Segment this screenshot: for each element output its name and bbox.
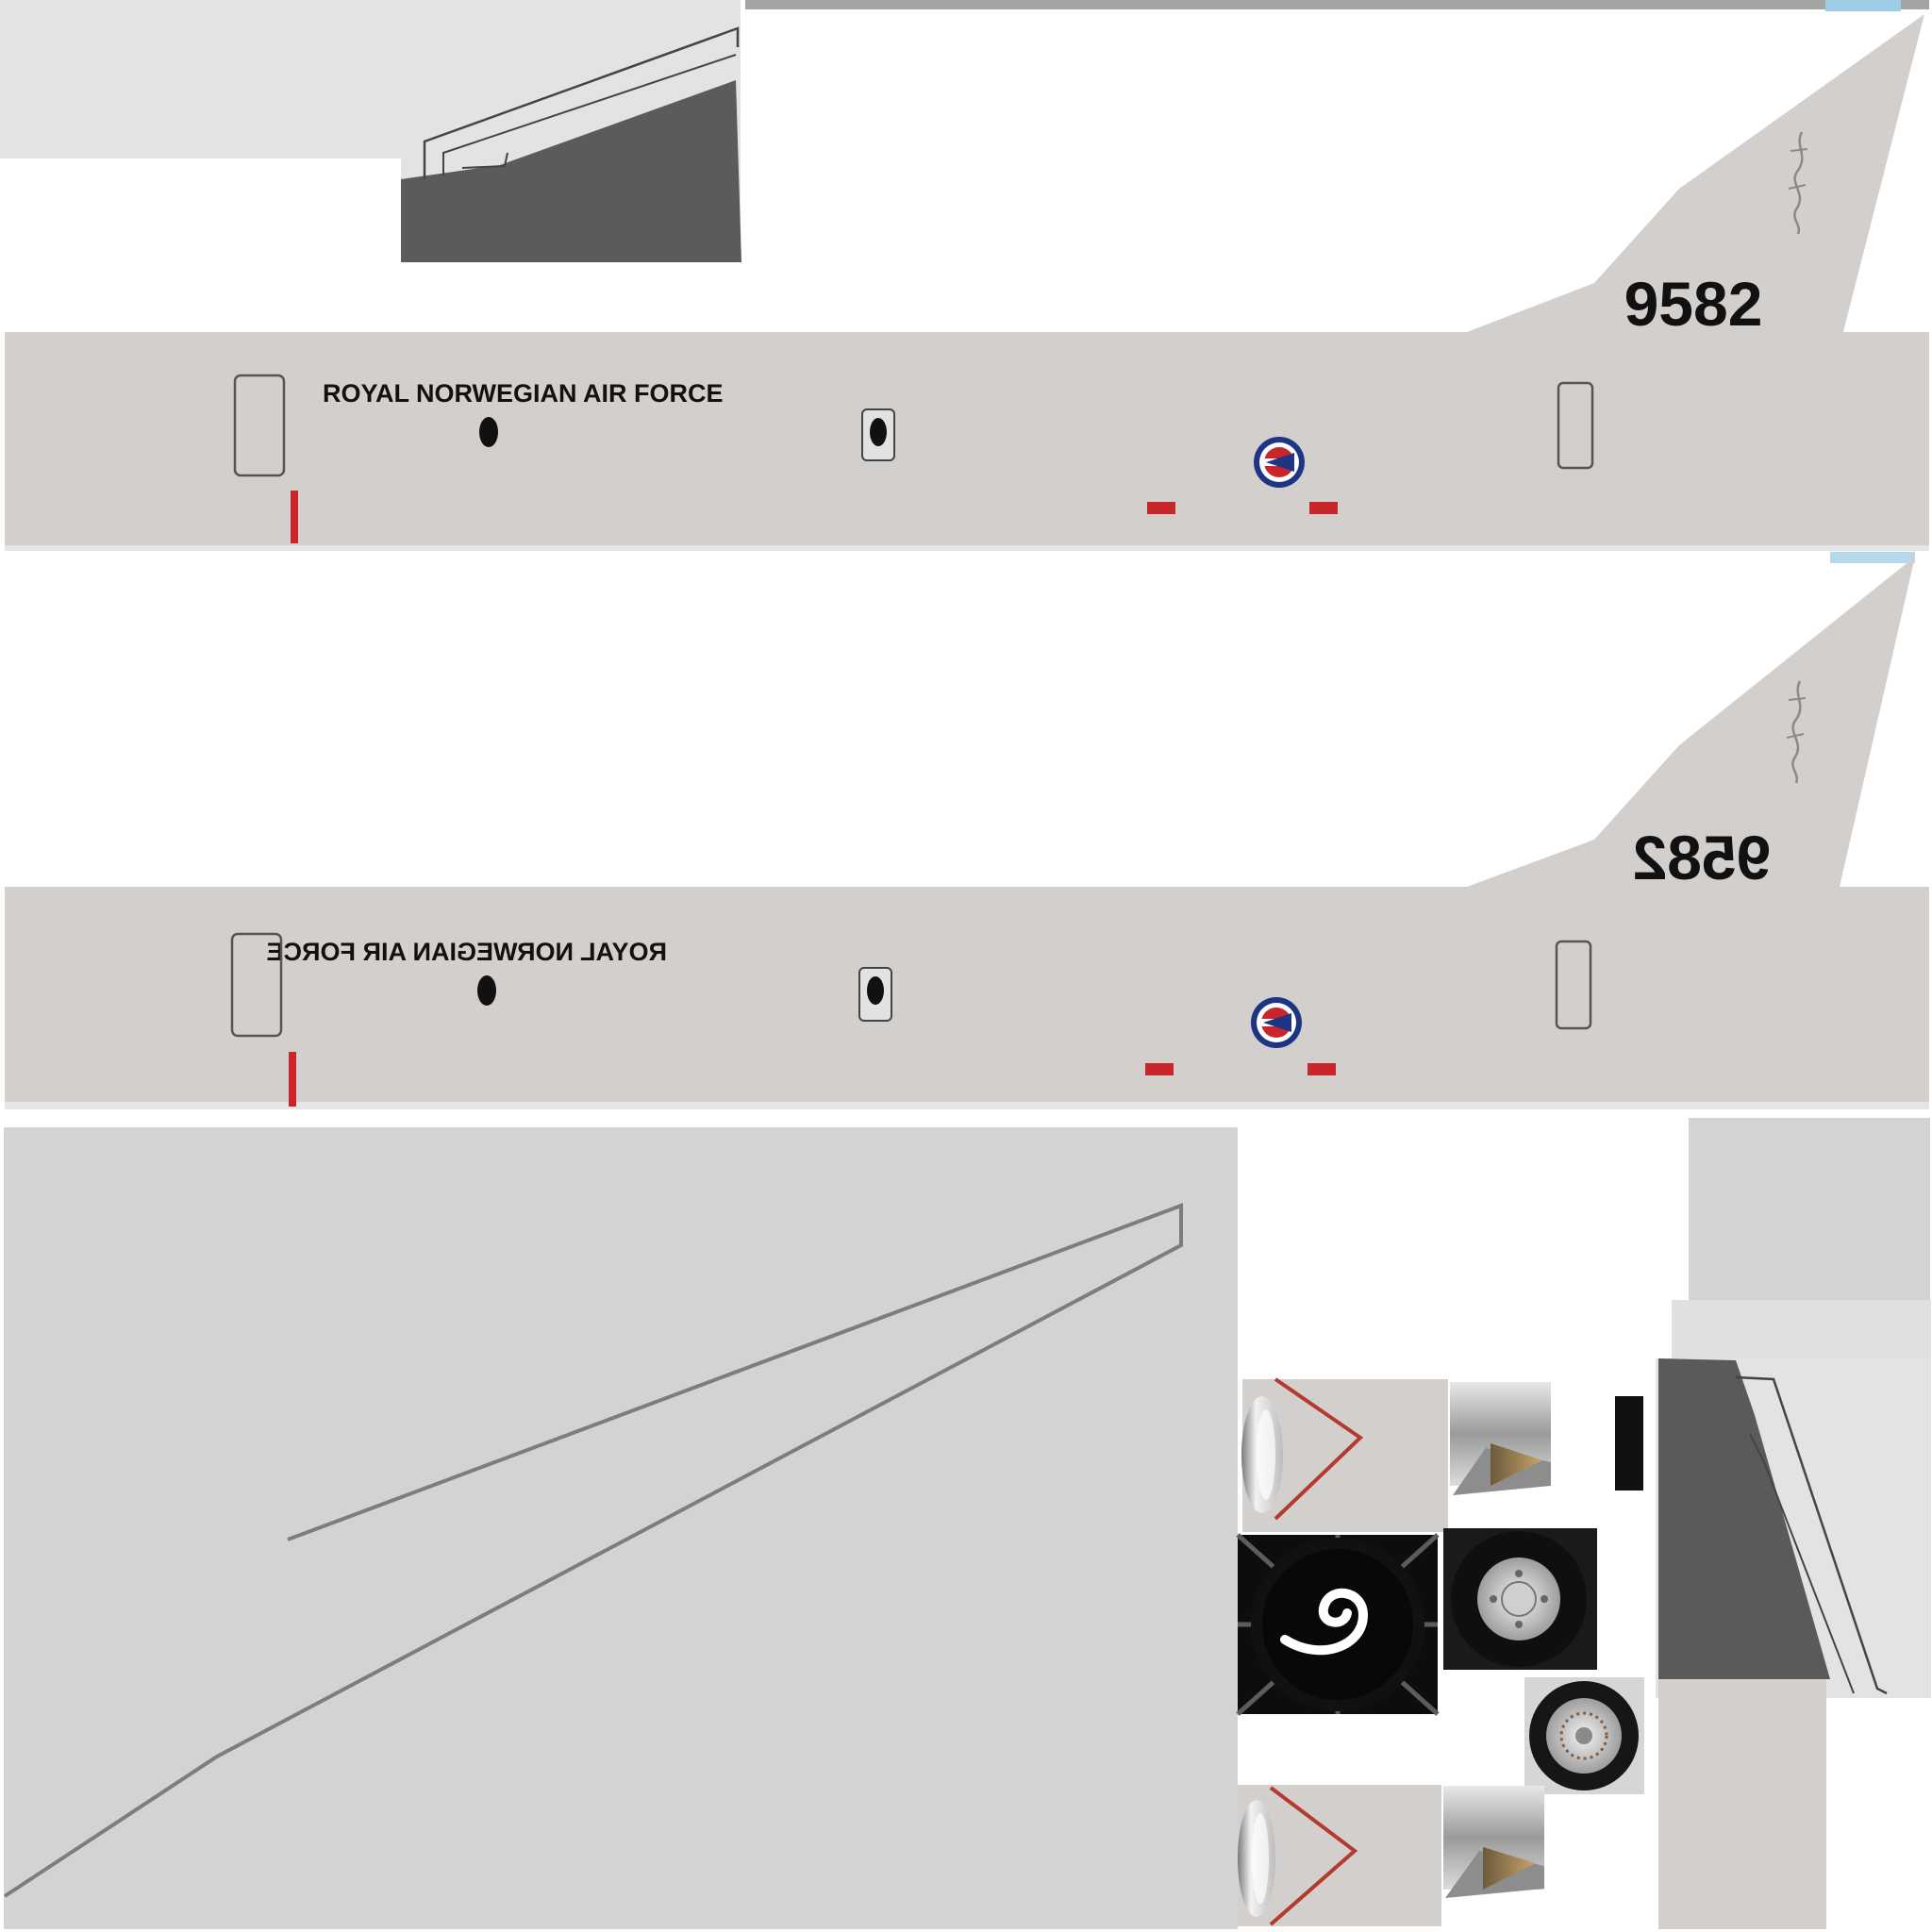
upper-rear-door [1557,381,1594,470]
engine-nozzle-icon-upper [1450,1382,1551,1495]
top-center-panel-line-outer [423,26,740,179]
black-marker-bar [1615,1396,1643,1491]
engine-detail-group-upper [1241,1377,1551,1532]
upper-fuselage-underside [5,545,1929,551]
lower-red-marker-right [1307,1063,1336,1075]
nose-wheel-icon [1524,1677,1644,1794]
engine-chevron-lower [1269,1786,1358,1926]
lower-top-strip-blue [1830,552,1915,563]
lower-red-marker-left [1145,1063,1174,1075]
upper-red-marker-left [1147,502,1175,514]
top-center-panel-line-inner [442,54,737,175]
upper-red-marker-vertical [291,491,298,543]
wing-leading-edge-line [3,1203,1183,1898]
top-edge-strip [745,0,1929,9]
right-dark-panel [1658,1358,1830,1679]
engine-spinner-icon [1236,1533,1440,1716]
upper-window-2 [870,418,887,446]
right-lower-fuselage-panel [1658,1679,1826,1929]
lower-window-2 [867,976,884,1005]
lower-fuselage-underside [5,1102,1929,1109]
upper-red-marker-right [1309,502,1338,514]
lower-tail-signature [1786,680,1807,784]
upper-front-door [233,374,286,477]
right-panel-group [1615,1118,1931,1929]
top-center-panel-line-step [461,152,508,169]
upper-roundel-icon [1254,437,1305,488]
top-left-light-panel [0,0,401,158]
lower-front-door [230,932,283,1038]
wing-panel-group [3,1127,1238,1929]
right-light-panel-step [1672,1300,1931,1366]
right-panel-line-inner [1749,1433,1855,1694]
upper-fuselage-body [5,332,1929,547]
lower-tail-fin [1467,557,1915,908]
lower-tail-number: 9582 [1633,823,1772,892]
engine-detail-group-lower [1238,1785,1544,1926]
engine-intake-icon [1241,1396,1283,1513]
lower-operator-text: ROYAL NORWEGIAN AIR FORCE [266,938,667,966]
lower-operator-text-mirrored: ROYAL NORWEGIAN AIR FORCE [266,938,667,966]
top-edge-strip-blue [1825,0,1901,11]
right-panel-line-outer [1735,1375,1888,1695]
lower-tail-number-mirrored: 9582 [1633,823,1772,892]
upper-tail-number: 9582 [1624,269,1763,339]
upper-tail-fin [1467,14,1924,354]
upper-operator-text: ROYAL NORWEGIAN AIR FORCE [323,379,724,408]
engine-nozzle-icon-lower [1443,1786,1544,1898]
upper-tail-signature [1788,131,1808,235]
lower-rear-door [1555,940,1592,1030]
engine-intake-icon-lower [1238,1800,1275,1917]
lower-window-1 [477,975,496,1006]
engine-chevron-upper [1274,1377,1364,1521]
wing-panel [4,1127,1238,1929]
lower-fuselage-body [5,887,1929,1104]
top-left-panel-group [0,0,741,262]
fuselage-side-upper: 9582 ROYAL NORWEGIAN AIR FORCE [5,14,1929,551]
top-center-dark-panel [401,80,741,262]
lower-red-marker-vertical [289,1052,296,1107]
fuselage-side-lower: 9582 ROYAL NORWEGIAN AIR FORCE [5,552,1929,1109]
main-wheel-icon [1443,1528,1597,1670]
lower-roundel-icon [1251,997,1302,1048]
upper-window-1 [479,417,498,447]
